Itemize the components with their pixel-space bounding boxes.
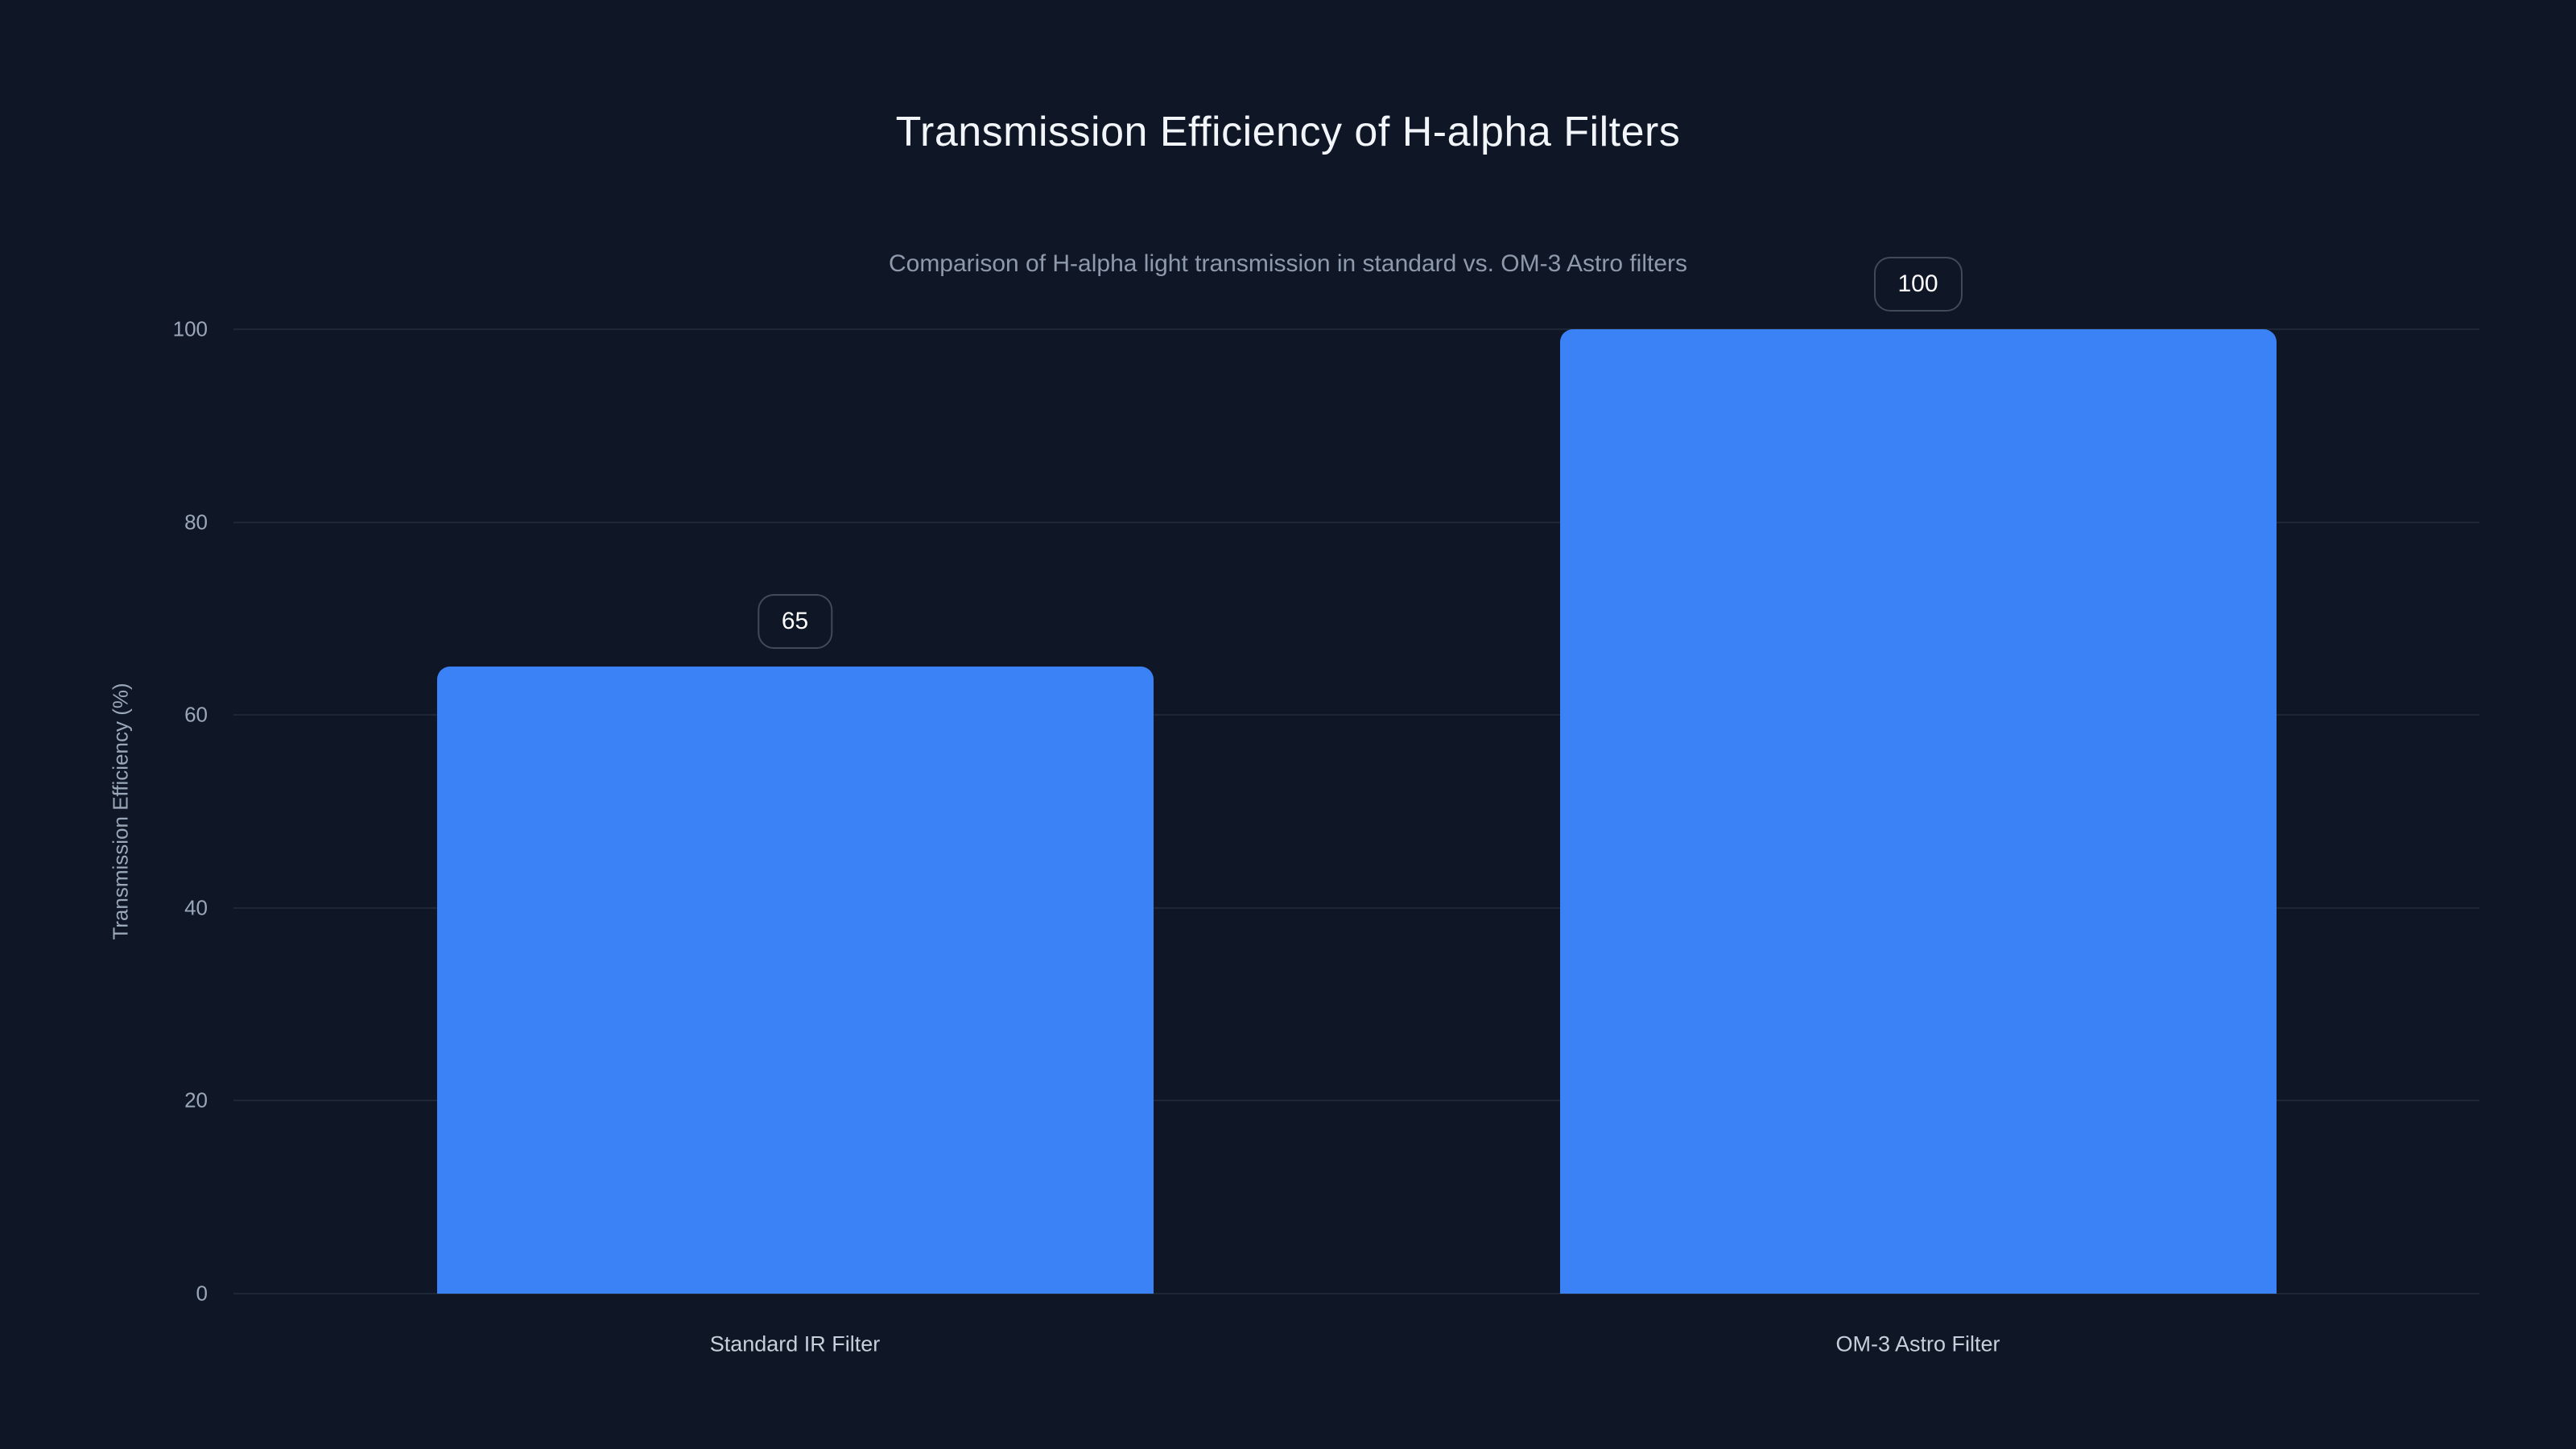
chart-title: Transmission Efficiency of H-alpha Filte… (895, 109, 1681, 155)
y-axis-tick-label: 40 (184, 895, 208, 920)
y-axis-tick-label: 0 (196, 1281, 208, 1306)
gridline-y-40 (233, 906, 2479, 909)
y-axis-tick-label: 100 (172, 316, 208, 341)
gridline-y-0 (233, 1293, 2479, 1294)
y-axis-label: Transmission Efficiency (%) (108, 683, 133, 940)
y-axis-tick-label: 20 (184, 1088, 208, 1113)
gridline-y-20 (233, 1100, 2479, 1102)
bar-value-label: 65 (757, 594, 833, 650)
gridline-y-60 (233, 714, 2479, 716)
bar-value-label: 100 (1873, 257, 1963, 312)
chart-subtitle: Comparison of H-alpha light transmission… (888, 250, 1688, 277)
gridline-y-100 (233, 328, 2479, 330)
y-axis-tick-label: 60 (184, 702, 208, 727)
gridline-y-80 (233, 521, 2479, 523)
y-axis-tick-label: 80 (184, 510, 208, 535)
x-axis-category-label: OM-3 Astro Filter (1835, 1331, 2000, 1356)
bar-standard-ir-filter[interactable] (436, 667, 1154, 1294)
bar-om-3-astro-filter[interactable] (1559, 329, 2277, 1294)
x-axis-category-label: Standard IR Filter (709, 1331, 881, 1356)
